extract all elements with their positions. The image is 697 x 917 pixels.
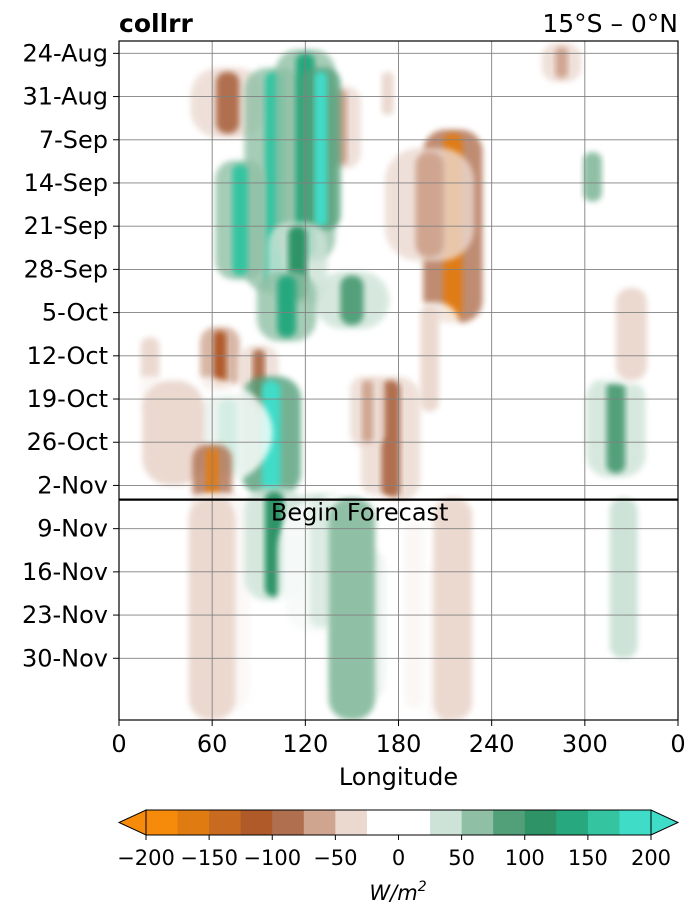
colorbar-segment-8 <box>430 810 463 835</box>
colorbar-tick-label-7: 150 <box>568 846 608 870</box>
anomaly-core-2 <box>216 71 240 134</box>
chart-title: collrr <box>119 9 193 38</box>
x-tick-label-0: 0 <box>111 730 126 758</box>
colorbar-segment-2 <box>209 810 242 835</box>
anomaly-core-1 <box>415 152 444 258</box>
x-tick-label-5: 300 <box>562 730 608 758</box>
colorbar-segment-13 <box>587 810 620 835</box>
colorbar-segment-7 <box>366 810 431 835</box>
anomaly-core-17 <box>340 275 364 325</box>
colorbar-segment-10 <box>493 810 526 835</box>
y-tick-label-3: 14-Sep <box>24 169 108 197</box>
y-tick-label-13: 23-Nov <box>22 601 108 629</box>
anomaly-core-28 <box>328 497 376 720</box>
colorbar-tick-label-1: −150 <box>180 846 238 870</box>
x-tick-label-4: 240 <box>469 730 515 758</box>
region-label: 15°S – 0°N <box>542 9 678 38</box>
y-tick-label-14: 30-Nov <box>22 644 108 672</box>
y-tick-label-1: 31-Aug <box>22 83 108 111</box>
anomaly-core-7 <box>420 306 439 412</box>
anomaly-core-33 <box>606 380 626 474</box>
colorbar-label: W/m2 <box>369 879 426 905</box>
y-tick-label-8: 19-Oct <box>27 385 108 413</box>
colorbar: −200 −150 −100 −50 0 50 100 150 200 <box>117 809 680 870</box>
x-axis: 0 60 120 180 240 300 0 <box>111 720 686 758</box>
anomaly-core-3 <box>213 331 227 387</box>
colorbar-segment-3 <box>240 810 273 835</box>
anomaly-core-15 <box>314 71 328 227</box>
colorbar-segment-14 <box>619 810 652 835</box>
anomaly-core-13 <box>232 164 248 276</box>
x-tick-label-1: 60 <box>197 730 228 758</box>
y-axis: 24-Aug 31-Aug 7-Sep 14-Sep 21-Sep 28-Sep 5-Oct… <box>22 39 119 672</box>
y-tick-label-12: 16-Nov <box>22 558 108 586</box>
x-tick-label-3: 180 <box>376 730 422 758</box>
anomaly-core-5 <box>381 71 394 116</box>
colorbar-tick-label-5: 50 <box>448 846 475 870</box>
x-tick-label-2: 120 <box>282 730 328 758</box>
colorbar-segment-1 <box>177 810 210 835</box>
colorbar-segment-5 <box>303 810 336 835</box>
anomaly-core-21 <box>142 380 205 486</box>
colorbar-tick-label-0: −200 <box>117 846 175 870</box>
colorbar-tick-label-3: −50 <box>313 846 357 870</box>
colorbar-segment-12 <box>556 810 589 835</box>
x-tick-label-6: 0 <box>670 730 685 758</box>
forecast-label: Begin Forecast <box>271 499 449 527</box>
y-tick-label-10: 2-Nov <box>37 471 108 499</box>
anomaly-field <box>119 43 678 720</box>
y-tick-label-2: 7-Sep <box>39 126 108 154</box>
colorbar-min-arrow <box>117 809 147 836</box>
colorbar-segment-6 <box>335 810 368 835</box>
grid <box>119 41 678 720</box>
colorbar-segment-9 <box>461 810 494 835</box>
y-tick-label-6: 5-Oct <box>42 299 108 327</box>
anomaly-core-32 <box>609 497 638 659</box>
anomaly-core-8 <box>381 380 401 498</box>
colorbar-tick-label-2: −100 <box>243 846 301 870</box>
anomaly-core-6 <box>555 47 568 79</box>
colorbar-tick-label-6: 100 <box>505 846 545 870</box>
x-axis-label: Longitude <box>339 763 458 791</box>
y-tick-label-9: 26-Oct <box>27 428 108 456</box>
y-tick-label-11: 9-Nov <box>37 515 108 543</box>
colorbar-max-arrow <box>650 809 680 836</box>
anomaly-core-34 <box>583 152 602 202</box>
colorbar-segment-11 <box>524 810 557 835</box>
colorbar-segment-4 <box>272 810 305 835</box>
colorbar-tick-label-4: 0 <box>392 846 405 870</box>
anomaly-core-35 <box>615 287 647 381</box>
colorbar-segment-0 <box>146 810 179 835</box>
anomaly-core-31 <box>433 497 473 720</box>
y-tick-label-0: 24-Aug <box>22 39 108 67</box>
colorbar-tick-label-8: 200 <box>631 846 671 870</box>
anomaly-core-9 <box>362 380 373 443</box>
y-tick-label-7: 12-Oct <box>27 342 108 370</box>
y-tick-label-4: 21-Sep <box>24 212 108 240</box>
anomaly-core-20 <box>277 275 297 338</box>
y-tick-label-5: 28-Sep <box>24 255 108 283</box>
